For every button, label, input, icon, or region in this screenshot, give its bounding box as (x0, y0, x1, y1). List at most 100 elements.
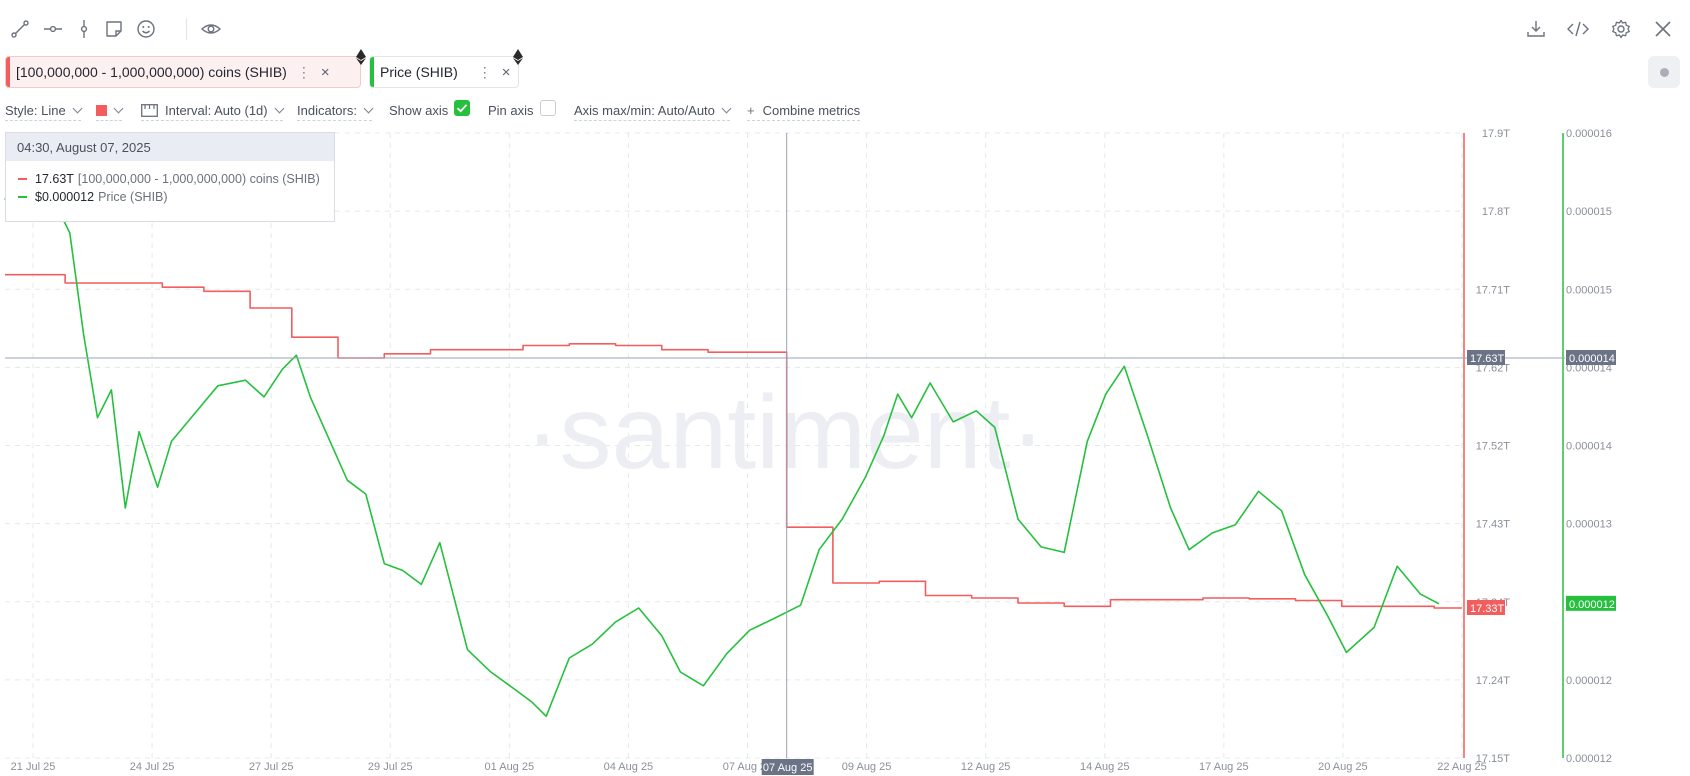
indicators-dropdown[interactable]: Indicators: (297, 100, 374, 121)
right-axis-tick-label: 0.000015 (1566, 284, 1612, 296)
right-axis-tick-label: 0.000012 (1566, 675, 1612, 687)
show-axis-label: Show axis (389, 102, 449, 118)
left-axis-tick-label: 17.52T (1476, 441, 1511, 453)
close-icon[interactable] (1650, 16, 1676, 42)
chart-series (4, 157, 1462, 718)
crosshair-right-value-label: 0.000014 (1569, 353, 1615, 365)
horizontal-ray-icon[interactable] (40, 16, 66, 42)
holders-series-line (5, 273, 1462, 609)
right-axis-tick-label: 0.000014 (1566, 441, 1612, 453)
check-icon (456, 104, 468, 113)
more-options-icon[interactable]: ⋮ (296, 63, 311, 80)
axis-maxmin-dropdown[interactable]: Axis max/min: Auto/Auto (574, 100, 732, 121)
x-axis-tick-label: 24 Jul 25 (130, 761, 175, 773)
pin-axis-toggle[interactable]: Pin axis (488, 100, 534, 120)
tooltip-row-holders: 17.63T [100,000,000 - 1,000,000,000) coin… (18, 172, 320, 186)
pin-axis-checkbox[interactable] (540, 100, 556, 116)
remove-metric-icon[interactable]: × (501, 63, 511, 81)
metric-chip-price[interactable]: Price (SHIB) ⋮ × (369, 49, 523, 88)
x-axis-tick-label: 14 Aug 25 (1080, 761, 1130, 773)
interval-dropdown[interactable]: Interval: Auto (1d) (141, 100, 285, 121)
toolbar-separator (186, 18, 187, 40)
crosshair-date-label: 07 Aug 25 (763, 762, 813, 774)
crosshair-date-badge (761, 759, 814, 775)
tooltip-value: $0.000012 (35, 190, 95, 204)
top-toolbar (0, 0, 1690, 56)
chevron-down-icon (72, 103, 83, 113)
emoji-icon[interactable] (133, 16, 159, 42)
last-value-badge (1566, 595, 1616, 611)
combine-metrics-button[interactable]: + Combine metrics (747, 100, 861, 121)
color-swatch (96, 104, 107, 116)
style-label: Style: Line (5, 102, 66, 118)
status-toggle-button[interactable] (1648, 56, 1680, 88)
right-axis-tick-label: 0.000012 (1566, 753, 1612, 765)
left-axis-tick-label: 17.43T (1476, 519, 1511, 531)
x-axis: 21 Jul 25 24 Jul 25 27 Jul 25 29 Jul 25 01 A… (11, 761, 1487, 773)
indicators-label: Indicators: (297, 102, 357, 118)
metric-label: Price (SHIB) (380, 64, 458, 80)
left-axis-tick-label: 17.8T (1482, 206, 1510, 218)
eye-icon[interactable] (197, 16, 225, 42)
interval-label: Interval: Auto (1d) (165, 102, 268, 118)
line-tool-icon[interactable] (7, 16, 33, 42)
right-axis-tick-label: 0.000016 (1566, 128, 1612, 140)
last-value-badge (1467, 600, 1505, 615)
x-axis-tick-label: 17 Aug 25 (1199, 761, 1249, 773)
left-axis-tick-label: 17.62T (1476, 362, 1511, 374)
chevron-down-icon (721, 103, 732, 113)
left-axis-tick-label: 17.24T (1476, 675, 1511, 687)
ethereum-icon (356, 49, 366, 65)
hover-tooltip: 04:30, August 07, 2025 17.63T [100,000,00… (5, 132, 335, 222)
tooltip-row-price: $0.000012 Price (SHIB) (18, 190, 168, 204)
axis-maxmin-label: Axis max/min: Auto/Auto (574, 102, 715, 118)
show-axis-checkbox[interactable] (454, 100, 470, 116)
santiment-watermark: ·santiment· (525, 375, 1045, 491)
last-value-label: 17.33T (1470, 603, 1505, 615)
metric-chip-holders[interactable]: [100,000,000 - 1,000,000,000) coins (SHI… (5, 49, 366, 88)
metric-label: [100,000,000 - 1,000,000,000) coins (SHI… (16, 64, 287, 80)
tooltip-name: [100,000,000 - 1,000,000,000) coins (SHI… (77, 172, 320, 186)
x-axis-tick-label: 09 Aug 25 (842, 761, 892, 773)
color-picker[interactable] (96, 100, 124, 121)
vertical-line-icon[interactable] (71, 16, 97, 42)
last-value-label: 0.000012 (1569, 599, 1615, 611)
x-axis-tick-label: 20 Aug 25 (1318, 761, 1368, 773)
show-axis-toggle[interactable]: Show axis (389, 100, 448, 120)
tooltip-name: Price (SHIB) (98, 190, 168, 204)
left-axis-tick-label: 17.71T (1476, 284, 1511, 296)
crosshair-left-value-label: 17.63T (1470, 353, 1505, 365)
note-icon[interactable] (101, 16, 127, 42)
metric-color-bar (6, 57, 10, 87)
tooltip-date: 04:30, August 07, 2025 (6, 133, 334, 161)
chevron-down-icon (363, 103, 374, 113)
crosshair-left-badge (1467, 350, 1505, 365)
x-axis-tick-label: 21 Jul 25 (11, 761, 56, 773)
chevron-down-icon (274, 103, 285, 113)
x-axis-tick-label: 29 Jul 25 (368, 761, 413, 773)
settings-gear-icon[interactable] (1608, 16, 1634, 42)
left-axis-tick-label: 17.15T (1476, 753, 1511, 765)
left-axis-tick-label: 17.9T (1482, 128, 1510, 140)
tooltip-value: 17.63T (35, 172, 74, 186)
combine-metrics-label: Combine metrics (762, 102, 861, 118)
code-embed-icon[interactable] (1565, 16, 1591, 42)
ruler-icon (141, 103, 158, 117)
crosshair-right-badge (1566, 350, 1616, 365)
x-axis-tick-label: 04 Aug 25 (604, 761, 654, 773)
pin-axis-label: Pin axis (488, 102, 534, 118)
more-options-icon[interactable]: ⋮ (477, 63, 492, 80)
x-axis-tick-label: 22 Aug 25 (1437, 761, 1487, 773)
metric-color-bar (370, 57, 374, 87)
ethereum-icon (513, 49, 523, 65)
remove-metric-icon[interactable]: × (320, 63, 330, 81)
right-axis-tick-label: 0.000015 (1566, 206, 1612, 218)
download-icon[interactable] (1523, 16, 1549, 42)
price-series-line (4, 157, 1440, 718)
x-axis-tick-label: 12 Aug 25 (961, 761, 1011, 773)
crosshair: 07 Aug 25 17.63T 0.000014 (5, 133, 1616, 775)
chart-axes: 17.9T 0.000016 17.8T 0.000015 17.71T 0.000015… (1463, 128, 1616, 765)
style-dropdown[interactable]: Style: Line (5, 100, 83, 121)
right-axis-tick-label: 0.000013 (1566, 519, 1612, 531)
